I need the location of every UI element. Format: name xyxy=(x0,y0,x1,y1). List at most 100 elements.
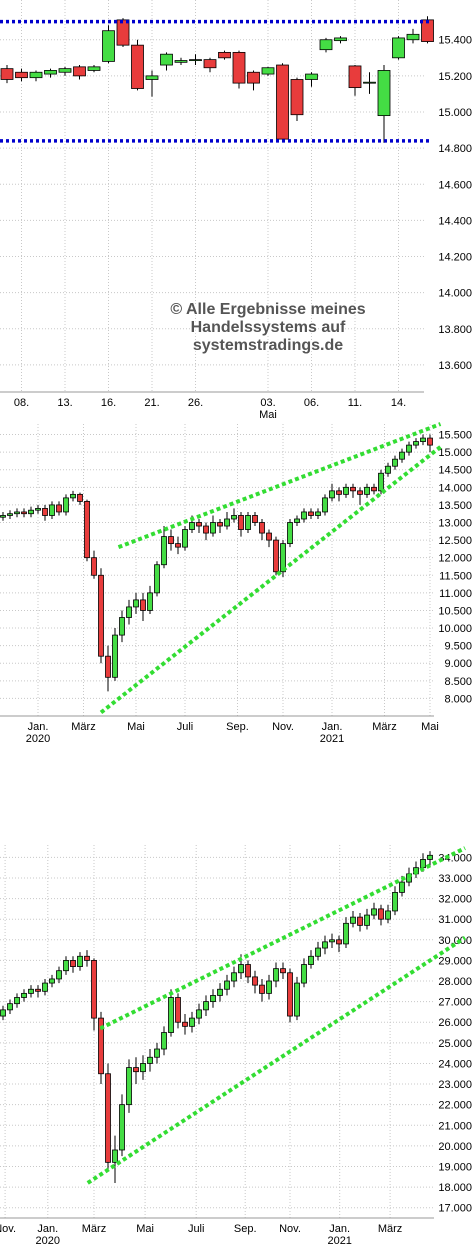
candle-body xyxy=(98,574,104,657)
y-tick-label: 12.500 xyxy=(438,535,472,547)
candle-body xyxy=(145,75,159,80)
candle-body xyxy=(87,66,101,71)
candle-body xyxy=(133,1067,139,1073)
candle-body xyxy=(126,606,132,618)
y-tick-label: 19.000 xyxy=(438,1161,472,1173)
candle-body xyxy=(131,44,144,89)
y-tick-label: 17.000 xyxy=(438,1203,472,1215)
y-tick-label: 25.000 xyxy=(438,1038,472,1050)
candle-body xyxy=(399,451,405,460)
y-tick-label: 20.000 xyxy=(438,1141,472,1153)
candle-body xyxy=(84,500,90,559)
candle-body xyxy=(329,939,335,943)
y-tick-label: 10.000 xyxy=(438,623,472,635)
y-tick-label: 32.000 xyxy=(438,894,472,906)
candle-body xyxy=(301,964,307,984)
candle-body xyxy=(273,968,279,982)
candle-body xyxy=(58,68,72,73)
y-tick-label: 14.500 xyxy=(438,465,472,477)
candle-body xyxy=(203,1001,209,1011)
x-tick-label: Sep. xyxy=(226,721,249,733)
y-tick-label: 23.000 xyxy=(438,1079,472,1091)
candle-body xyxy=(364,486,370,495)
candle-body xyxy=(98,1017,104,1075)
y-tick-label: 14.000 xyxy=(438,288,472,300)
candle-body xyxy=(154,564,160,594)
candle-body xyxy=(161,536,167,566)
candle-body xyxy=(49,504,55,516)
x-tick-label: Jan. xyxy=(329,1223,350,1235)
candle-body xyxy=(0,68,14,80)
candle-body xyxy=(334,37,347,42)
candle-body xyxy=(21,511,27,515)
trend-line xyxy=(99,445,442,715)
y-tick-label: 28.000 xyxy=(438,976,472,988)
x-tick-label: Sep. xyxy=(234,1223,257,1235)
candle-body xyxy=(322,497,328,513)
x-tick-label: 14. xyxy=(391,397,406,409)
y-tick-label: 31.000 xyxy=(438,914,472,926)
candle-body xyxy=(189,1017,195,1027)
x-tick-label: Mai xyxy=(127,721,145,733)
candle-body xyxy=(182,529,188,548)
candle-body xyxy=(28,988,34,994)
candle-body xyxy=(421,19,434,42)
x-tick-sublabel: 2021 xyxy=(320,733,344,745)
candle-body xyxy=(392,458,398,467)
candle-body xyxy=(232,51,246,84)
candle-body xyxy=(385,465,391,474)
x-tick-label: 13. xyxy=(57,397,72,409)
candle-body xyxy=(189,522,195,530)
candle-body xyxy=(217,988,223,996)
candle-body xyxy=(63,497,69,513)
y-tick-label: 8.500 xyxy=(444,676,472,688)
candle-body xyxy=(420,437,426,442)
candle-body xyxy=(49,978,55,984)
candle-body xyxy=(140,599,146,611)
candle-body xyxy=(116,19,130,46)
x-tick-label: Juli xyxy=(177,721,194,733)
candle-body xyxy=(336,490,342,495)
candle-body xyxy=(315,511,321,516)
candle-body xyxy=(105,655,111,678)
y-tick-label: 18.000 xyxy=(438,1182,472,1194)
candle-body xyxy=(287,972,293,1017)
candle-body xyxy=(238,964,244,974)
candle-body xyxy=(276,64,289,140)
candle-body xyxy=(112,634,118,678)
candle-body xyxy=(247,71,260,84)
candle-body xyxy=(273,539,279,573)
candle-body xyxy=(35,988,41,992)
candle-body xyxy=(305,73,318,80)
candle-body xyxy=(413,441,419,446)
candle-body xyxy=(14,511,20,515)
candle-body xyxy=(280,543,286,573)
candle-body xyxy=(7,513,13,516)
candle-body xyxy=(224,518,230,527)
candle-body xyxy=(133,599,139,608)
candle-body xyxy=(245,964,251,978)
candle-body xyxy=(378,908,384,920)
candle-body xyxy=(427,437,433,446)
candle-body xyxy=(420,859,426,869)
y-tick-label: 9.000 xyxy=(444,658,472,670)
candle-body xyxy=(427,854,433,860)
candle-body xyxy=(126,1067,132,1106)
x-tick-sublabel: Mai xyxy=(259,409,277,421)
y-tick-label: 14.400 xyxy=(438,215,472,227)
y-tick-label: 10.500 xyxy=(438,605,472,617)
candle-body xyxy=(252,976,258,986)
y-tick-label: 13.000 xyxy=(438,518,472,530)
candle-body xyxy=(175,997,181,1023)
candle-body xyxy=(301,511,307,520)
candle-body xyxy=(378,472,384,492)
watermark: © Alle Ergebnisse meines xyxy=(170,301,365,318)
y-tick-label: 14.600 xyxy=(438,179,472,191)
x-tick-label: 16. xyxy=(101,397,116,409)
x-tick-label: 06. xyxy=(304,397,319,409)
x-tick-label: 08. xyxy=(14,397,29,409)
candle-body xyxy=(406,33,420,41)
y-tick-label: 15.000 xyxy=(438,447,472,459)
candle-body xyxy=(319,39,333,51)
